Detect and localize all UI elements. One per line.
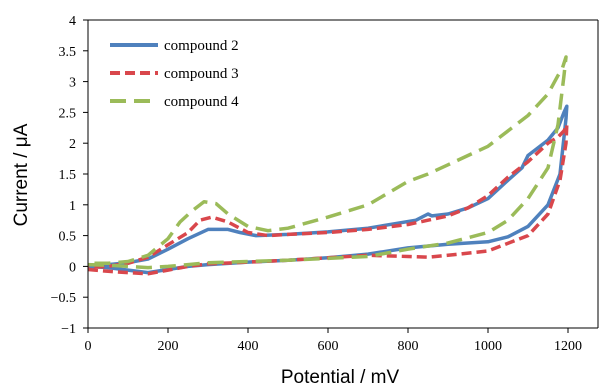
x-tick-label: 200 xyxy=(158,339,179,354)
series-layer xyxy=(87,55,569,276)
legend-label-2: compound 3 xyxy=(164,66,239,82)
x-tick-label: 1000 xyxy=(474,339,502,354)
y-tick-label: 4 xyxy=(69,14,76,29)
series-line-3 xyxy=(87,55,568,270)
y-tick-label: 2 xyxy=(69,137,76,152)
y-tick-label: 0.5 xyxy=(59,230,77,245)
x-axis-title: Potential / mV xyxy=(281,367,400,388)
x-tick-label: 600 xyxy=(318,339,339,354)
y-tick-label: −1 xyxy=(61,322,76,337)
x-tick-label: 400 xyxy=(238,339,259,354)
x-tick-label: 1200 xyxy=(554,339,582,354)
legend-label-3: compound 4 xyxy=(164,94,239,110)
x-tick-label: 0 xyxy=(85,339,92,354)
ticks-layer: 0 200 400 600 800 1000 1200 −1 −0.5 0 0.5 1 1.5 2 2.5 3… xyxy=(51,14,582,354)
y-axis-title: Current / μA xyxy=(11,123,32,226)
y-tick-label: 0 xyxy=(69,260,76,275)
y-tick-label: 3 xyxy=(69,76,76,91)
y-tick-label: 2.5 xyxy=(59,106,77,121)
x-tick-label: 800 xyxy=(398,339,419,354)
y-tick-label: 1.5 xyxy=(59,168,77,183)
y-tick-label: −0.5 xyxy=(51,291,76,306)
y-tick-label: 1 xyxy=(69,199,76,214)
legend: compound 2 compound 3 compound 4 xyxy=(110,38,239,110)
legend-label-1: compound 2 xyxy=(164,38,239,54)
series-line-2 xyxy=(87,122,569,276)
y-tick-label: 3.5 xyxy=(59,45,77,60)
